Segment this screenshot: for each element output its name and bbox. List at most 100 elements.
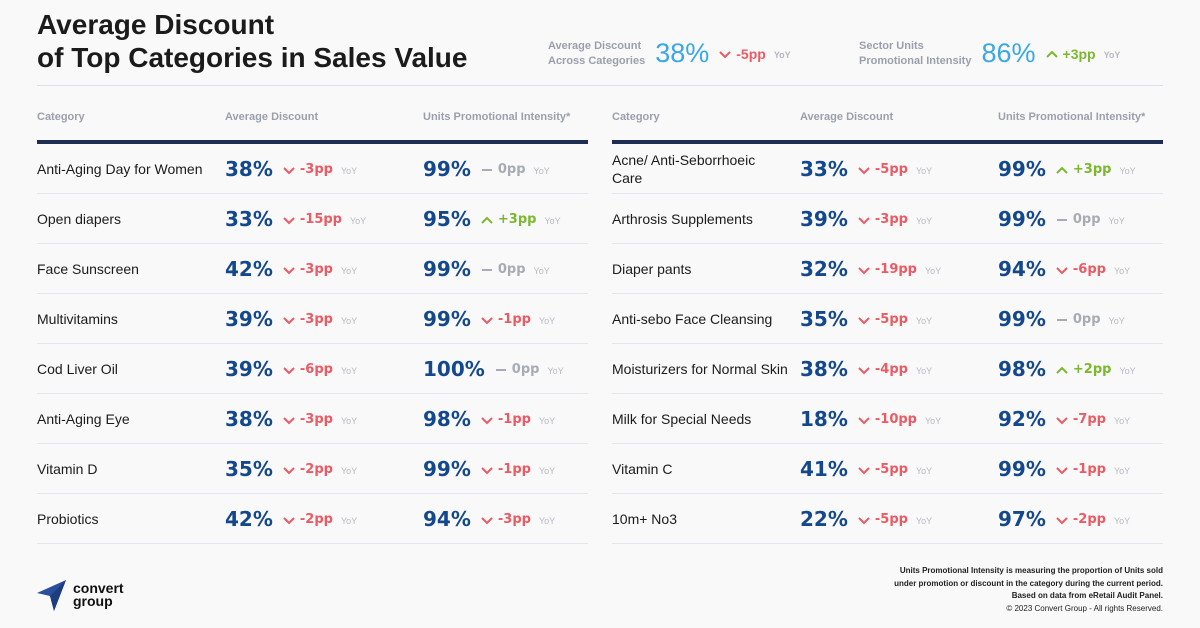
dash-icon <box>1056 218 1067 221</box>
yoy-label: YoY <box>915 516 933 526</box>
dash-icon <box>481 168 492 171</box>
chevron-down-icon <box>1056 266 1068 274</box>
promotional-intensity-value: 99% <box>998 156 1046 181</box>
chevron-down-icon <box>858 316 870 324</box>
promotional-intensity-value: 95% <box>423 206 471 231</box>
delta-value: -1pp <box>497 312 531 327</box>
promotional-intensity-cell: 98% +2pp YoY <box>998 357 1163 381</box>
promotional-intensity-delta: 0pp YoY <box>1056 212 1125 227</box>
chevron-down-icon <box>283 216 295 224</box>
promotional-intensity-value: 99% <box>423 306 471 331</box>
delta-value: -6pp <box>299 362 333 377</box>
promotional-intensity-value: 100% <box>423 356 485 381</box>
yoy-label: YoY <box>340 166 358 176</box>
delta-value: 0pp <box>497 162 526 177</box>
delta-value: -19pp <box>874 262 917 277</box>
promotional-intensity-value: 99% <box>423 256 471 281</box>
category-name: Cod Liver Oil <box>37 360 118 377</box>
category-name: Acne/ Anti-Seborrhoeic Care <box>612 151 756 186</box>
chevron-down-icon <box>283 416 295 424</box>
chevron-down-icon <box>858 166 870 174</box>
chevron-down-icon <box>858 216 870 224</box>
yoy-label: YoY <box>1119 166 1136 176</box>
yoy-label: YoY <box>915 316 933 326</box>
chevron-down-icon <box>481 316 493 324</box>
chevron-up-icon <box>1045 50 1058 58</box>
chevron-down-icon <box>481 416 493 424</box>
chevron-down-icon <box>1056 516 1068 524</box>
average-discount-delta: -6pp YoY <box>283 362 357 377</box>
promotional-intensity-cell: 94% -3pp YoY <box>423 507 588 531</box>
average-discount-cell: 42% -2pp YoY <box>225 507 423 531</box>
yoy-label: YoY <box>349 216 367 226</box>
promotional-intensity-cell: 99% 0pp YoY <box>423 257 588 281</box>
average-discount-cell: 38% -4pp YoY <box>800 357 998 381</box>
promotional-intensity-cell: 94% -6pp YoY <box>998 257 1163 281</box>
logo-text-line-2: group <box>73 593 113 609</box>
kpi-delta: +3pp YoY <box>1045 45 1120 62</box>
yoy-label: YoY <box>1108 216 1125 226</box>
category-name: Arthrosis Supplements <box>612 210 753 227</box>
promotional-intensity-cell: 92% -7pp YoY <box>998 407 1163 431</box>
delta-value: -7pp <box>1072 412 1106 427</box>
yoy-label: YoY <box>533 166 550 176</box>
column-header: Average Discount <box>225 111 319 123</box>
promotional-intensity-value: 99% <box>998 456 1046 481</box>
delta-value: -3pp <box>299 412 333 427</box>
yoy-label: YoY <box>340 316 358 326</box>
yoy-label: YoY <box>547 366 564 376</box>
chevron-down-icon <box>858 266 870 274</box>
table-row: Vitamin D 35% -2pp YoY 99% -1pp YoY <box>37 444 588 494</box>
delta-value: -10pp <box>874 412 917 427</box>
yoy-label: YoY <box>915 166 933 176</box>
kpi-value: 86% <box>981 38 1036 68</box>
average-discount-cell: 39% -6pp YoY <box>225 357 423 381</box>
chevron-down-icon <box>1056 466 1068 474</box>
delta-value: -3pp <box>299 162 333 177</box>
average-discount-delta: -3pp YoY <box>283 162 357 177</box>
delta-value: -15pp <box>299 212 342 227</box>
delta-value: -5pp <box>874 312 908 327</box>
yoy-label: YoY <box>915 216 933 226</box>
average-discount-value: 32% <box>800 256 848 281</box>
promotional-intensity-delta: 0pp YoY <box>1056 312 1125 327</box>
average-discount-cell: 39% -3pp YoY <box>225 307 423 331</box>
chevron-down-icon <box>283 516 295 524</box>
delta-value: -1pp <box>1072 462 1106 477</box>
kpi-value: 38% <box>655 38 710 68</box>
copyright: © 2023 Convert Group - All rights Reserv… <box>1006 603 1163 613</box>
average-discount-cell: 42% -3pp YoY <box>225 257 423 281</box>
promotional-intensity-cell: 95% +3pp YoY <box>423 207 588 231</box>
table-row: Open diapers 33% -15pp YoY 95% +3pp YoY <box>37 194 588 244</box>
chevron-down-icon <box>719 50 731 58</box>
table-row: Acne/ Anti-Seborrhoeic Care 33% -5pp YoY 99%… <box>612 144 1163 194</box>
average-discount-value: 22% <box>800 506 848 531</box>
kpi-delta-value: +3pp <box>1062 45 1096 62</box>
logo-text-line-1: convert <box>73 580 124 596</box>
category-name: Anti-Aging Eye <box>37 410 130 427</box>
kpi-item: Average Discount Across Categories 38% -5pp… <box>548 38 791 69</box>
average-discount-delta: -4pp YoY <box>858 362 932 377</box>
promotional-intensity-value: 99% <box>423 456 471 481</box>
promotional-intensity-delta: -1pp YoY <box>481 312 555 327</box>
average-discount-value: 35% <box>800 306 848 331</box>
category-name: Open diapers <box>37 210 122 227</box>
table-row: Multivitamins 39% -3pp YoY 99% -1pp YoY <box>37 294 588 344</box>
page-title: Average Discount of Top Categories in Sa… <box>37 8 468 74</box>
promotional-intensity-cell: 100% 0pp YoY <box>423 357 588 381</box>
promotional-intensity-delta: 0pp YoY <box>481 162 550 177</box>
promotional-intensity-cell: 99% -1pp YoY <box>423 457 588 481</box>
delta-value: -5pp <box>874 162 908 177</box>
chevron-up-icon <box>481 216 493 224</box>
footnote-line-1: Units Promotional Intensity is measuring… <box>899 566 1163 575</box>
footnote-line-2: under promotion or discount in the categ… <box>894 578 1163 588</box>
yoy-label: YoY <box>915 466 933 476</box>
column-header: Average Discount <box>800 111 894 123</box>
delta-value: +3pp <box>1072 162 1112 177</box>
delta-value: -3pp <box>299 312 333 327</box>
average-discount-cell: 35% -2pp YoY <box>225 457 423 481</box>
column-header: Units Promotional Intensity* <box>998 111 1146 123</box>
column-header: Category <box>37 111 85 123</box>
category-name: Diaper pants <box>612 260 692 277</box>
dash-icon <box>495 368 506 371</box>
